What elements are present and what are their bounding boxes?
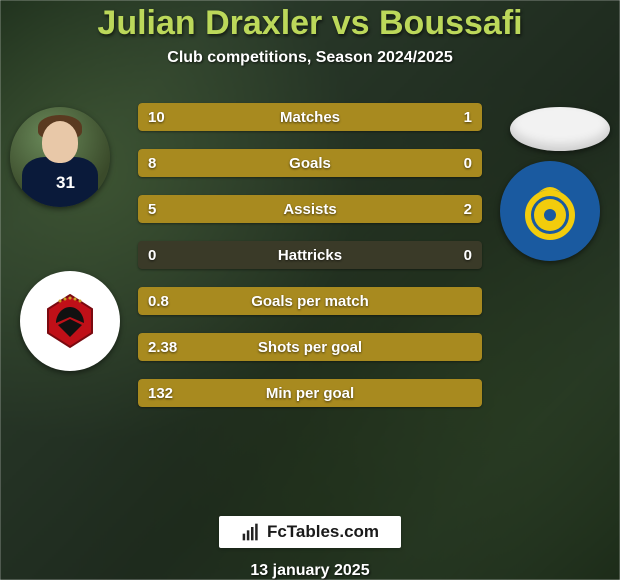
stat-row: 0.8Goals per match bbox=[138, 287, 482, 315]
stat-label: Goals bbox=[138, 149, 482, 177]
player2-club-badge bbox=[500, 161, 600, 261]
stat-label: Min per goal bbox=[138, 379, 482, 407]
content-area: 31 10M bbox=[0, 91, 620, 178]
stat-label: Goals per match bbox=[138, 287, 482, 315]
player1-head bbox=[42, 121, 78, 163]
stat-label: Assists bbox=[138, 195, 482, 223]
stat-row: 8Goals0 bbox=[138, 149, 482, 177]
stat-label: Hattricks bbox=[138, 241, 482, 269]
stat-value-right: 0 bbox=[464, 149, 472, 177]
brand-text: FcTables.com bbox=[267, 522, 379, 542]
bar-chart-icon bbox=[241, 522, 261, 542]
stat-row: 2.38Shots per goal bbox=[138, 333, 482, 361]
stat-label: Shots per goal bbox=[138, 333, 482, 361]
stat-value-right: 0 bbox=[464, 241, 472, 269]
stat-value-right: 1 bbox=[464, 103, 472, 131]
stat-row: 132Min per goal bbox=[138, 379, 482, 407]
player1-jersey-number: 31 bbox=[56, 173, 75, 193]
stat-label: Matches bbox=[138, 103, 482, 131]
stat-row: 10Matches1 bbox=[138, 103, 482, 131]
stat-row: 0Hattricks0 bbox=[138, 241, 482, 269]
infographic-container: Julian Draxler vs Boussafi Club competit… bbox=[0, 0, 620, 580]
footer-date: 13 january 2025 bbox=[250, 562, 369, 580]
stat-value-right: 2 bbox=[464, 195, 472, 223]
crest-icon bbox=[518, 179, 582, 243]
page-subtitle: Club competitions, Season 2024/2025 bbox=[167, 49, 452, 67]
page-title: Julian Draxler vs Boussafi bbox=[97, 4, 522, 43]
eagle-badge-icon bbox=[38, 289, 102, 353]
player1-club-badge bbox=[20, 271, 120, 371]
stat-bars: 10Matches18Goals05Assists20Hattricks00.8… bbox=[138, 103, 482, 425]
brand-badge: FcTables.com bbox=[219, 516, 401, 548]
player1-photo: 31 bbox=[10, 107, 110, 207]
player2-placeholder bbox=[510, 107, 610, 151]
stat-row: 5Assists2 bbox=[138, 195, 482, 223]
